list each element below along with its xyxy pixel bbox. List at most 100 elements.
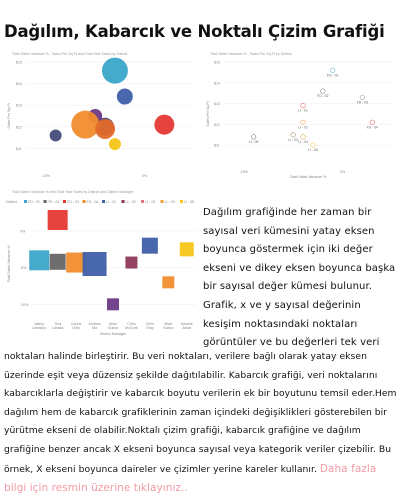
y-tick-label: $13 bbox=[16, 104, 22, 108]
y-tick-label: $11 bbox=[214, 144, 220, 148]
legend-swatch bbox=[43, 200, 47, 203]
bubble bbox=[154, 114, 175, 135]
y-tick-label: $13 bbox=[214, 102, 220, 106]
dot-square bbox=[29, 250, 50, 271]
scatter-point bbox=[290, 132, 296, 138]
scatter-point bbox=[310, 142, 316, 148]
x-tick-label: Brad bbox=[165, 322, 173, 326]
x-axis-label: District Manager bbox=[100, 332, 127, 336]
y-axis-label: Sales Per Sq Ft bbox=[206, 101, 210, 126]
y-axis-label: Total Sales Variance % bbox=[7, 245, 11, 282]
point-label: LI - 02 bbox=[298, 125, 308, 129]
x-tick-label: 0% bbox=[340, 170, 346, 174]
y-tick-label: -10% bbox=[20, 303, 29, 307]
x-tick-label: 0% bbox=[142, 174, 148, 178]
more-info-link[interactable]: Daha fazla bilgi için resmin üzerine tık… bbox=[4, 462, 377, 495]
y-tick-label: $15 bbox=[16, 61, 22, 65]
bubble bbox=[108, 138, 121, 151]
x-tick-label: Chris bbox=[146, 322, 155, 326]
x-tick-label: Allan bbox=[109, 322, 117, 326]
bubble bbox=[71, 110, 100, 139]
scatter-chart[interactable]: Total Sales Variance % , Sales Per Sq Ft… bbox=[204, 48, 398, 180]
scatter-point bbox=[300, 134, 306, 140]
legend-swatch bbox=[102, 200, 105, 203]
point-label: FD - 01 bbox=[327, 73, 338, 77]
x-tick-label: Valery bbox=[34, 322, 44, 326]
legend-swatch bbox=[82, 200, 86, 203]
x-tick-label: McGurk bbox=[125, 326, 138, 330]
legend-swatch bbox=[121, 200, 125, 203]
y-tick-label: $14 bbox=[214, 81, 220, 85]
scatter-point bbox=[359, 94, 365, 100]
dot-square bbox=[49, 253, 66, 270]
chart-title: Total Sales Variance % , Sales Per Sq Ft… bbox=[210, 52, 292, 56]
scatter-point bbox=[330, 67, 336, 73]
dot-square bbox=[82, 252, 107, 276]
description-paragraph-bottom: noktaları halinde birleştirir. Bu veri n… bbox=[4, 348, 398, 499]
y-tick-label: $15 bbox=[214, 61, 220, 65]
dot-square bbox=[47, 210, 68, 230]
legend-swatch bbox=[160, 200, 164, 203]
bubble bbox=[116, 88, 133, 105]
point-label: LI - 01 bbox=[298, 109, 308, 113]
legend-swatch bbox=[180, 200, 183, 203]
point-label: LI - 05 bbox=[249, 140, 259, 144]
page-title: Dağılım, Kabarcık ve Noktalı Çizim Grafi… bbox=[4, 22, 385, 41]
x-tick-label: Tina bbox=[54, 322, 61, 326]
scatter-point bbox=[300, 103, 306, 109]
bubble bbox=[95, 118, 116, 139]
dot-square bbox=[107, 298, 119, 311]
legend-label: LI - 01 bbox=[106, 200, 116, 204]
bubble bbox=[101, 57, 128, 84]
y-tick-label: $11 bbox=[16, 147, 22, 151]
legend-label: LI - 03 bbox=[145, 200, 155, 204]
dot-square bbox=[66, 252, 87, 273]
description-text: noktaları halinde birleştirir. Bu veri n… bbox=[4, 351, 397, 475]
x-tick-label: Annelie bbox=[181, 322, 193, 326]
legend-swatch bbox=[24, 200, 27, 203]
description-paragraph-right: Dağılım grafiğinde her zaman bir sayısal… bbox=[203, 207, 396, 349]
bubble-chart[interactable]: Total Sales Variance % , Sales Per Sq Ft… bbox=[4, 48, 200, 180]
x-tick-label: -10% bbox=[42, 174, 51, 178]
dot-square bbox=[179, 242, 194, 257]
chart-title: Total Sales Variance % and Total Year Sa… bbox=[12, 190, 134, 194]
x-tick-label: Sutton bbox=[163, 326, 173, 330]
y-axis-label: Sales Per Sq Ft bbox=[7, 103, 11, 128]
x-tick-label: Gray bbox=[146, 326, 154, 330]
x-tick-label: Zubar bbox=[182, 326, 192, 330]
legend-title: District bbox=[6, 200, 17, 204]
scatter-point bbox=[300, 119, 306, 125]
y-tick-label: $12 bbox=[214, 123, 220, 127]
point-label: FD - 04 bbox=[367, 125, 378, 129]
x-tick-label: Grilo bbox=[72, 326, 80, 330]
legend-label: FD - 03 bbox=[67, 200, 79, 204]
legend-label: FD - 02 bbox=[48, 200, 60, 204]
scatter-point bbox=[369, 119, 375, 125]
bubble bbox=[49, 129, 62, 142]
x-tick-label: Carlos bbox=[71, 322, 82, 326]
x-tick-label: Andrew bbox=[88, 322, 101, 326]
legend-label: FD - 01 bbox=[28, 200, 40, 204]
y-tick-label: -5% bbox=[20, 266, 27, 270]
dot-plot-chart[interactable]: Total Sales Variance % and Total Year Sa… bbox=[4, 187, 200, 347]
point-label: FD - 03 bbox=[357, 100, 368, 104]
dot-square bbox=[125, 256, 138, 269]
y-tick-label: $14 bbox=[16, 82, 22, 86]
point-label: FD - 02 bbox=[317, 94, 328, 98]
x-axis-label: Total Sales Variance % bbox=[290, 175, 327, 179]
legend-swatch bbox=[141, 200, 144, 203]
x-tick-label: Chris bbox=[127, 322, 136, 326]
scatter-point bbox=[251, 134, 257, 140]
scatter-point bbox=[320, 88, 326, 94]
x-tick-label: Lassila bbox=[52, 326, 63, 330]
x-tick-label: Guinot bbox=[108, 326, 119, 330]
legend-label: FD - 04 bbox=[87, 200, 99, 204]
dot-square bbox=[162, 276, 175, 289]
x-tick-label: Ma bbox=[92, 326, 97, 330]
chart-title: Total Sales Variance % , Sales Per Sq Ft… bbox=[12, 52, 127, 56]
legend-label: LI - 05 bbox=[184, 200, 194, 204]
point-label: LI - 04 bbox=[298, 140, 308, 144]
dot-square bbox=[141, 237, 158, 254]
legend-label: LI - 02 bbox=[126, 200, 136, 204]
x-tick-label: -10% bbox=[240, 170, 249, 174]
